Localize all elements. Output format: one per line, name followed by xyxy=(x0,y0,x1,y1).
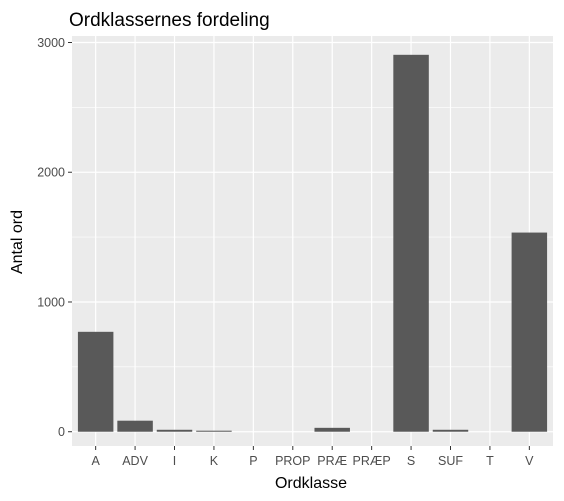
bar-præ xyxy=(314,427,350,432)
chart-title: Ordklassernes fordeling xyxy=(69,10,270,31)
y-axis-title: Antal ord xyxy=(9,210,26,274)
minor-gridlines xyxy=(72,107,553,368)
x-tick-label: P xyxy=(249,454,257,468)
bar-suf xyxy=(432,429,469,432)
x-tick-label: S xyxy=(407,454,415,468)
y-tick-label: 3000 xyxy=(37,36,65,50)
y-axis: 0 1000 2000 3000 xyxy=(37,36,72,439)
x-tick-label: A xyxy=(91,454,100,468)
y-tick-label: 1000 xyxy=(37,295,65,309)
major-gridlines xyxy=(72,36,553,446)
plot-panel xyxy=(72,36,553,446)
x-tick-label: K xyxy=(210,454,219,468)
x-tick-label: PRÆ xyxy=(317,454,347,468)
x-axis-title: Ordklasse xyxy=(275,475,347,492)
x-tick-label: T xyxy=(486,454,494,468)
x-tick-label: PRÆP xyxy=(353,454,391,468)
bar-s xyxy=(393,54,429,432)
bar-adv xyxy=(117,420,153,432)
x-tick-label: SUF xyxy=(438,454,463,468)
bar-k xyxy=(196,430,232,432)
x-tick-label: I xyxy=(173,454,176,468)
x-tick-label: ADV xyxy=(122,454,148,468)
x-axis: A ADV I K P PROP PRÆ PRÆP S SUF T V xyxy=(91,446,534,468)
x-tick-label: V xyxy=(525,454,534,468)
bars xyxy=(77,54,548,432)
bar-i xyxy=(156,429,193,432)
y-tick-label: 2000 xyxy=(37,166,65,180)
bar-v xyxy=(511,232,548,432)
bar-a xyxy=(77,331,114,432)
x-tick-label: PROP xyxy=(275,454,310,468)
y-tick-label: 0 xyxy=(58,425,65,439)
